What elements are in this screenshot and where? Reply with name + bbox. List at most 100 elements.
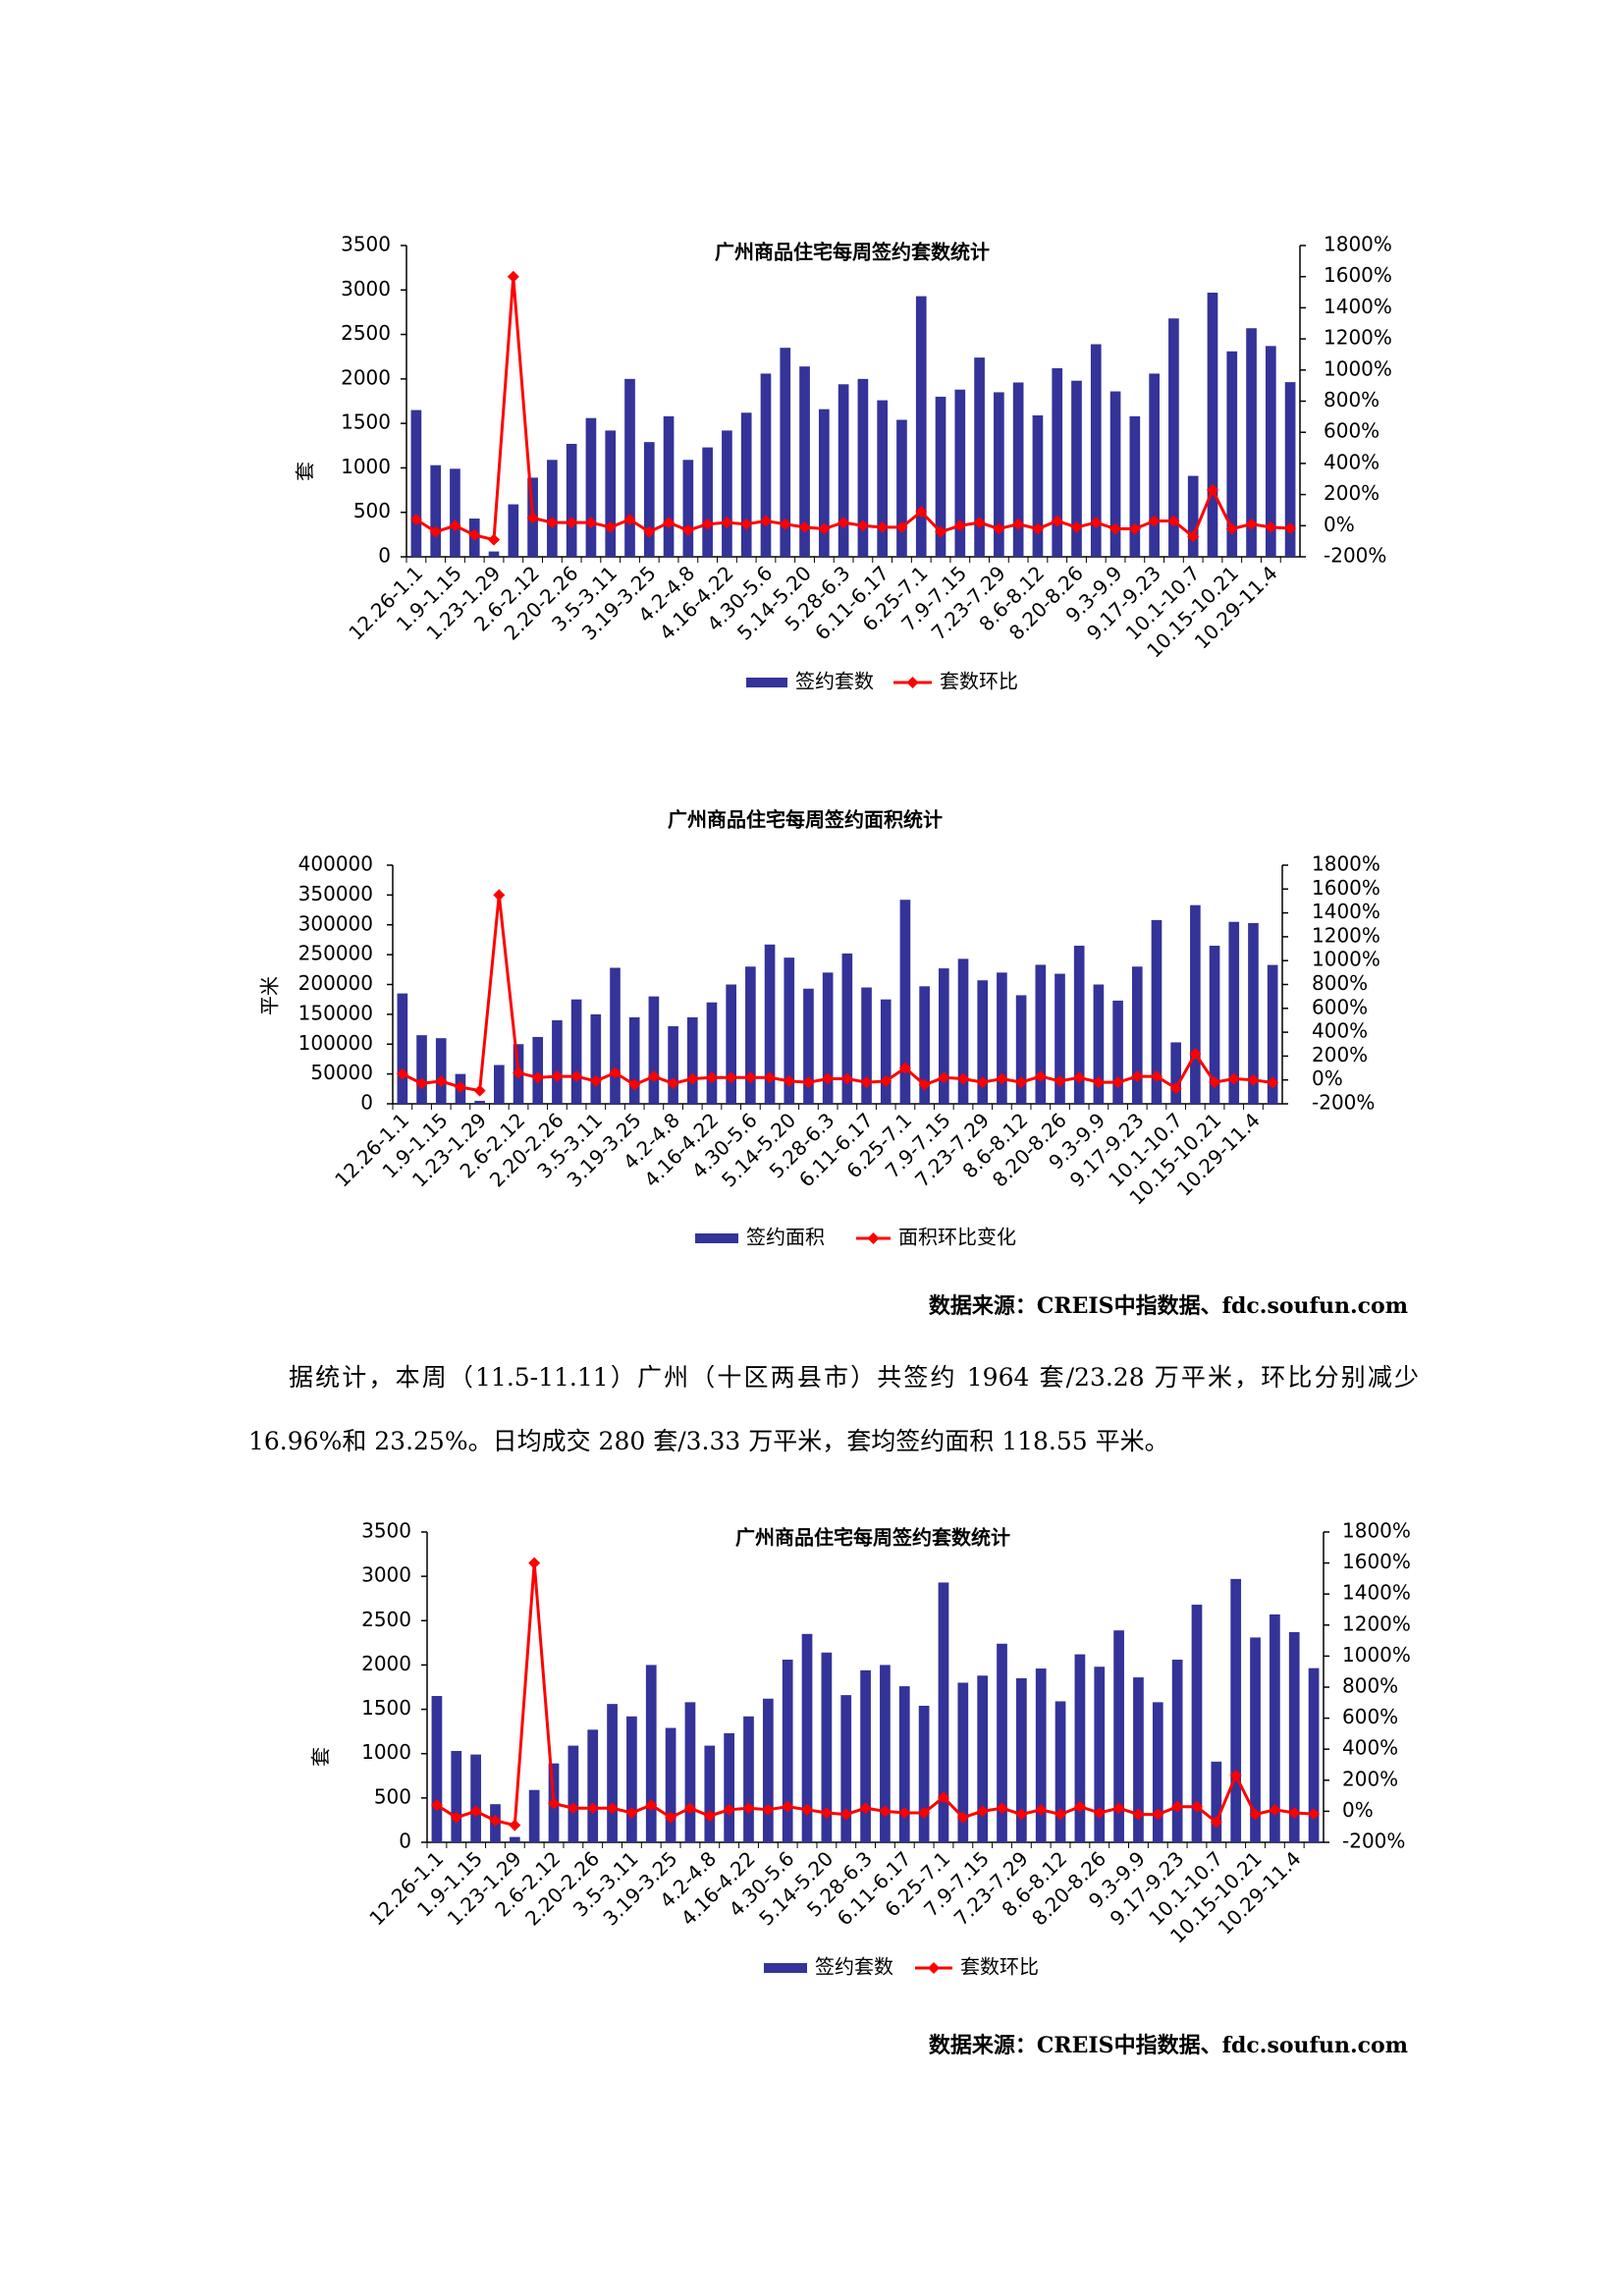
line-marker [742, 1802, 755, 1815]
line-marker [1247, 1073, 1260, 1086]
line-marker [625, 1806, 638, 1819]
bar [1190, 904, 1201, 1104]
bar [1054, 1701, 1066, 1842]
y-tick-label: 400000 [298, 852, 373, 876]
line-marker [1227, 1072, 1240, 1085]
bar [957, 1682, 969, 1842]
y2-tick-label: 1200% [1342, 1612, 1411, 1635]
bar [1094, 1667, 1106, 1842]
legend-swatch [928, 1962, 940, 1974]
line-marker [703, 1810, 716, 1823]
bar [1073, 946, 1085, 1104]
bar [780, 348, 791, 557]
bar [451, 1751, 462, 1842]
line-marker [1288, 1806, 1301, 1819]
line-marker [584, 517, 597, 529]
line-marker [566, 517, 578, 529]
line-marker [1229, 1770, 1242, 1782]
line-marker [838, 517, 850, 529]
line-marker [1090, 517, 1103, 529]
y2-tick-label: 1800% [1324, 233, 1392, 256]
y-tick-label: 50000 [310, 1061, 373, 1084]
line-marker [586, 1802, 599, 1815]
y2-tick-label: 200% [1312, 1043, 1368, 1066]
line-marker [1111, 1076, 1124, 1089]
line-marker [996, 1072, 1008, 1085]
line-marker [1054, 1808, 1067, 1821]
line-marker [1265, 520, 1277, 533]
y2-tick-label: 1400% [1324, 295, 1392, 318]
bar [435, 1038, 447, 1104]
bar [1246, 328, 1257, 557]
line-marker [526, 512, 539, 524]
line-marker [449, 519, 461, 532]
bar [915, 296, 927, 557]
line-marker [683, 1802, 696, 1815]
line-marker [1267, 1076, 1279, 1089]
line-marker [396, 1067, 408, 1080]
bar [590, 1013, 602, 1104]
line-marker [822, 1072, 835, 1085]
line-marker [783, 1074, 795, 1087]
bar [1112, 1000, 1123, 1104]
y-tick-label: 3500 [361, 1519, 411, 1543]
line-marker [663, 517, 676, 529]
bar [470, 1754, 481, 1842]
line-marker [609, 1066, 622, 1079]
legend-label: 面积环比变化 [898, 1226, 1016, 1249]
line-marker [705, 1071, 718, 1084]
line-marker [469, 1805, 482, 1818]
line-marker [701, 518, 714, 530]
line-marker [818, 522, 831, 535]
bar [1187, 475, 1199, 557]
line-marker [623, 513, 636, 525]
legend-label: 套数环比 [940, 670, 1018, 693]
line-marker [1167, 515, 1180, 527]
line-marker [1308, 1808, 1321, 1821]
bar [686, 1016, 698, 1104]
y2-tick-label: 200% [1342, 1767, 1398, 1790]
line-marker [840, 1072, 853, 1085]
line-marker [409, 513, 422, 525]
line-marker [546, 517, 559, 529]
bar [397, 993, 408, 1104]
line-marker [454, 1080, 466, 1093]
y-tick-label: 500 [353, 499, 391, 522]
bar [1129, 415, 1141, 557]
y-tick-label: 350000 [298, 882, 373, 905]
bar [1151, 919, 1162, 1104]
bar [1052, 367, 1063, 557]
bar [1211, 1761, 1222, 1842]
line-marker [1225, 522, 1238, 535]
y2-tick-label: 400% [1324, 450, 1379, 473]
bar [939, 968, 949, 1104]
y-tick-label: 250000 [298, 942, 373, 965]
line-marker [898, 1806, 911, 1819]
bar [643, 442, 655, 557]
y2-tick-label: -200% [1312, 1091, 1375, 1115]
y-tick-label: 200000 [298, 971, 373, 995]
y2-tick-label: 1800% [1312, 852, 1380, 876]
bar [1209, 946, 1220, 1104]
bar [587, 1729, 599, 1842]
bar [997, 1643, 1007, 1842]
y2-tick-label: 400% [1312, 1019, 1368, 1043]
bar [430, 465, 442, 557]
bar [624, 378, 635, 557]
line-marker [938, 1071, 950, 1084]
line [402, 895, 1273, 1093]
bar [474, 1100, 485, 1104]
bar [1267, 964, 1278, 1104]
bar [1228, 921, 1240, 1104]
bar [1109, 391, 1121, 557]
bar [1149, 373, 1160, 557]
bar [1131, 966, 1143, 1104]
bar [1032, 414, 1044, 557]
line-marker [665, 1811, 677, 1824]
bar [665, 1727, 676, 1842]
bar [1226, 351, 1238, 557]
bar [726, 984, 736, 1104]
bar [1074, 1654, 1086, 1842]
bar [957, 958, 969, 1104]
bar [740, 412, 752, 557]
